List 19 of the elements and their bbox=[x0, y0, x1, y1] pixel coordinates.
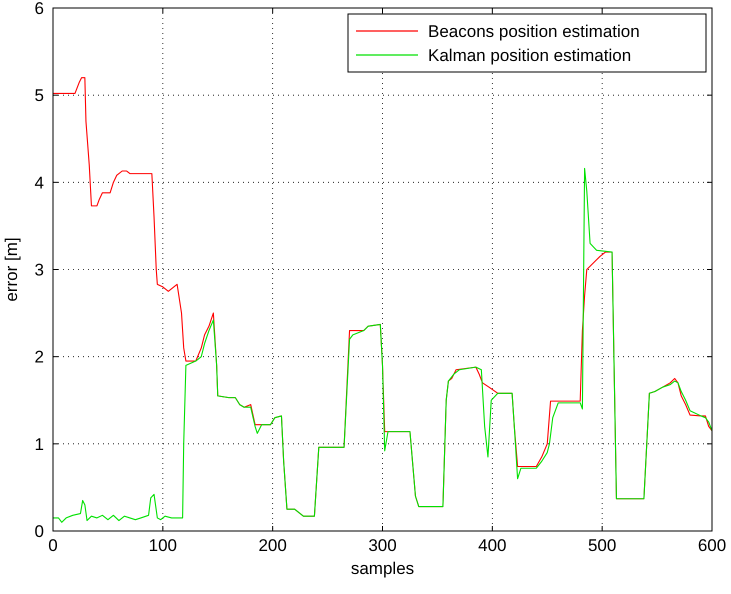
y-tick-label: 2 bbox=[34, 348, 44, 367]
x-tick-label: 400 bbox=[478, 536, 507, 555]
x-tick-label: 200 bbox=[258, 536, 287, 555]
x-axis-title: samples bbox=[350, 559, 414, 578]
x-tick-label: 0 bbox=[48, 536, 58, 555]
x-tick-label: 600 bbox=[698, 536, 726, 555]
line-series bbox=[52, 168, 713, 523]
legend-label: Beacons position estimation bbox=[428, 22, 640, 41]
y-tick-label: 6 bbox=[34, 0, 44, 18]
x-tick-label: 100 bbox=[148, 536, 178, 555]
y-axis-title: error [m] bbox=[2, 237, 21, 302]
y-tick-label: 5 bbox=[34, 86, 44, 106]
x-tick-label: 300 bbox=[368, 536, 397, 555]
legend-label: Kalman position estimation bbox=[428, 46, 632, 65]
y-tick-label: 4 bbox=[34, 173, 44, 192]
y-tick-label: 1 bbox=[34, 434, 44, 454]
y-tick-label: 3 bbox=[34, 260, 44, 280]
y-tick-label: 0 bbox=[34, 522, 44, 541]
x-tick-label: 500 bbox=[588, 536, 616, 555]
